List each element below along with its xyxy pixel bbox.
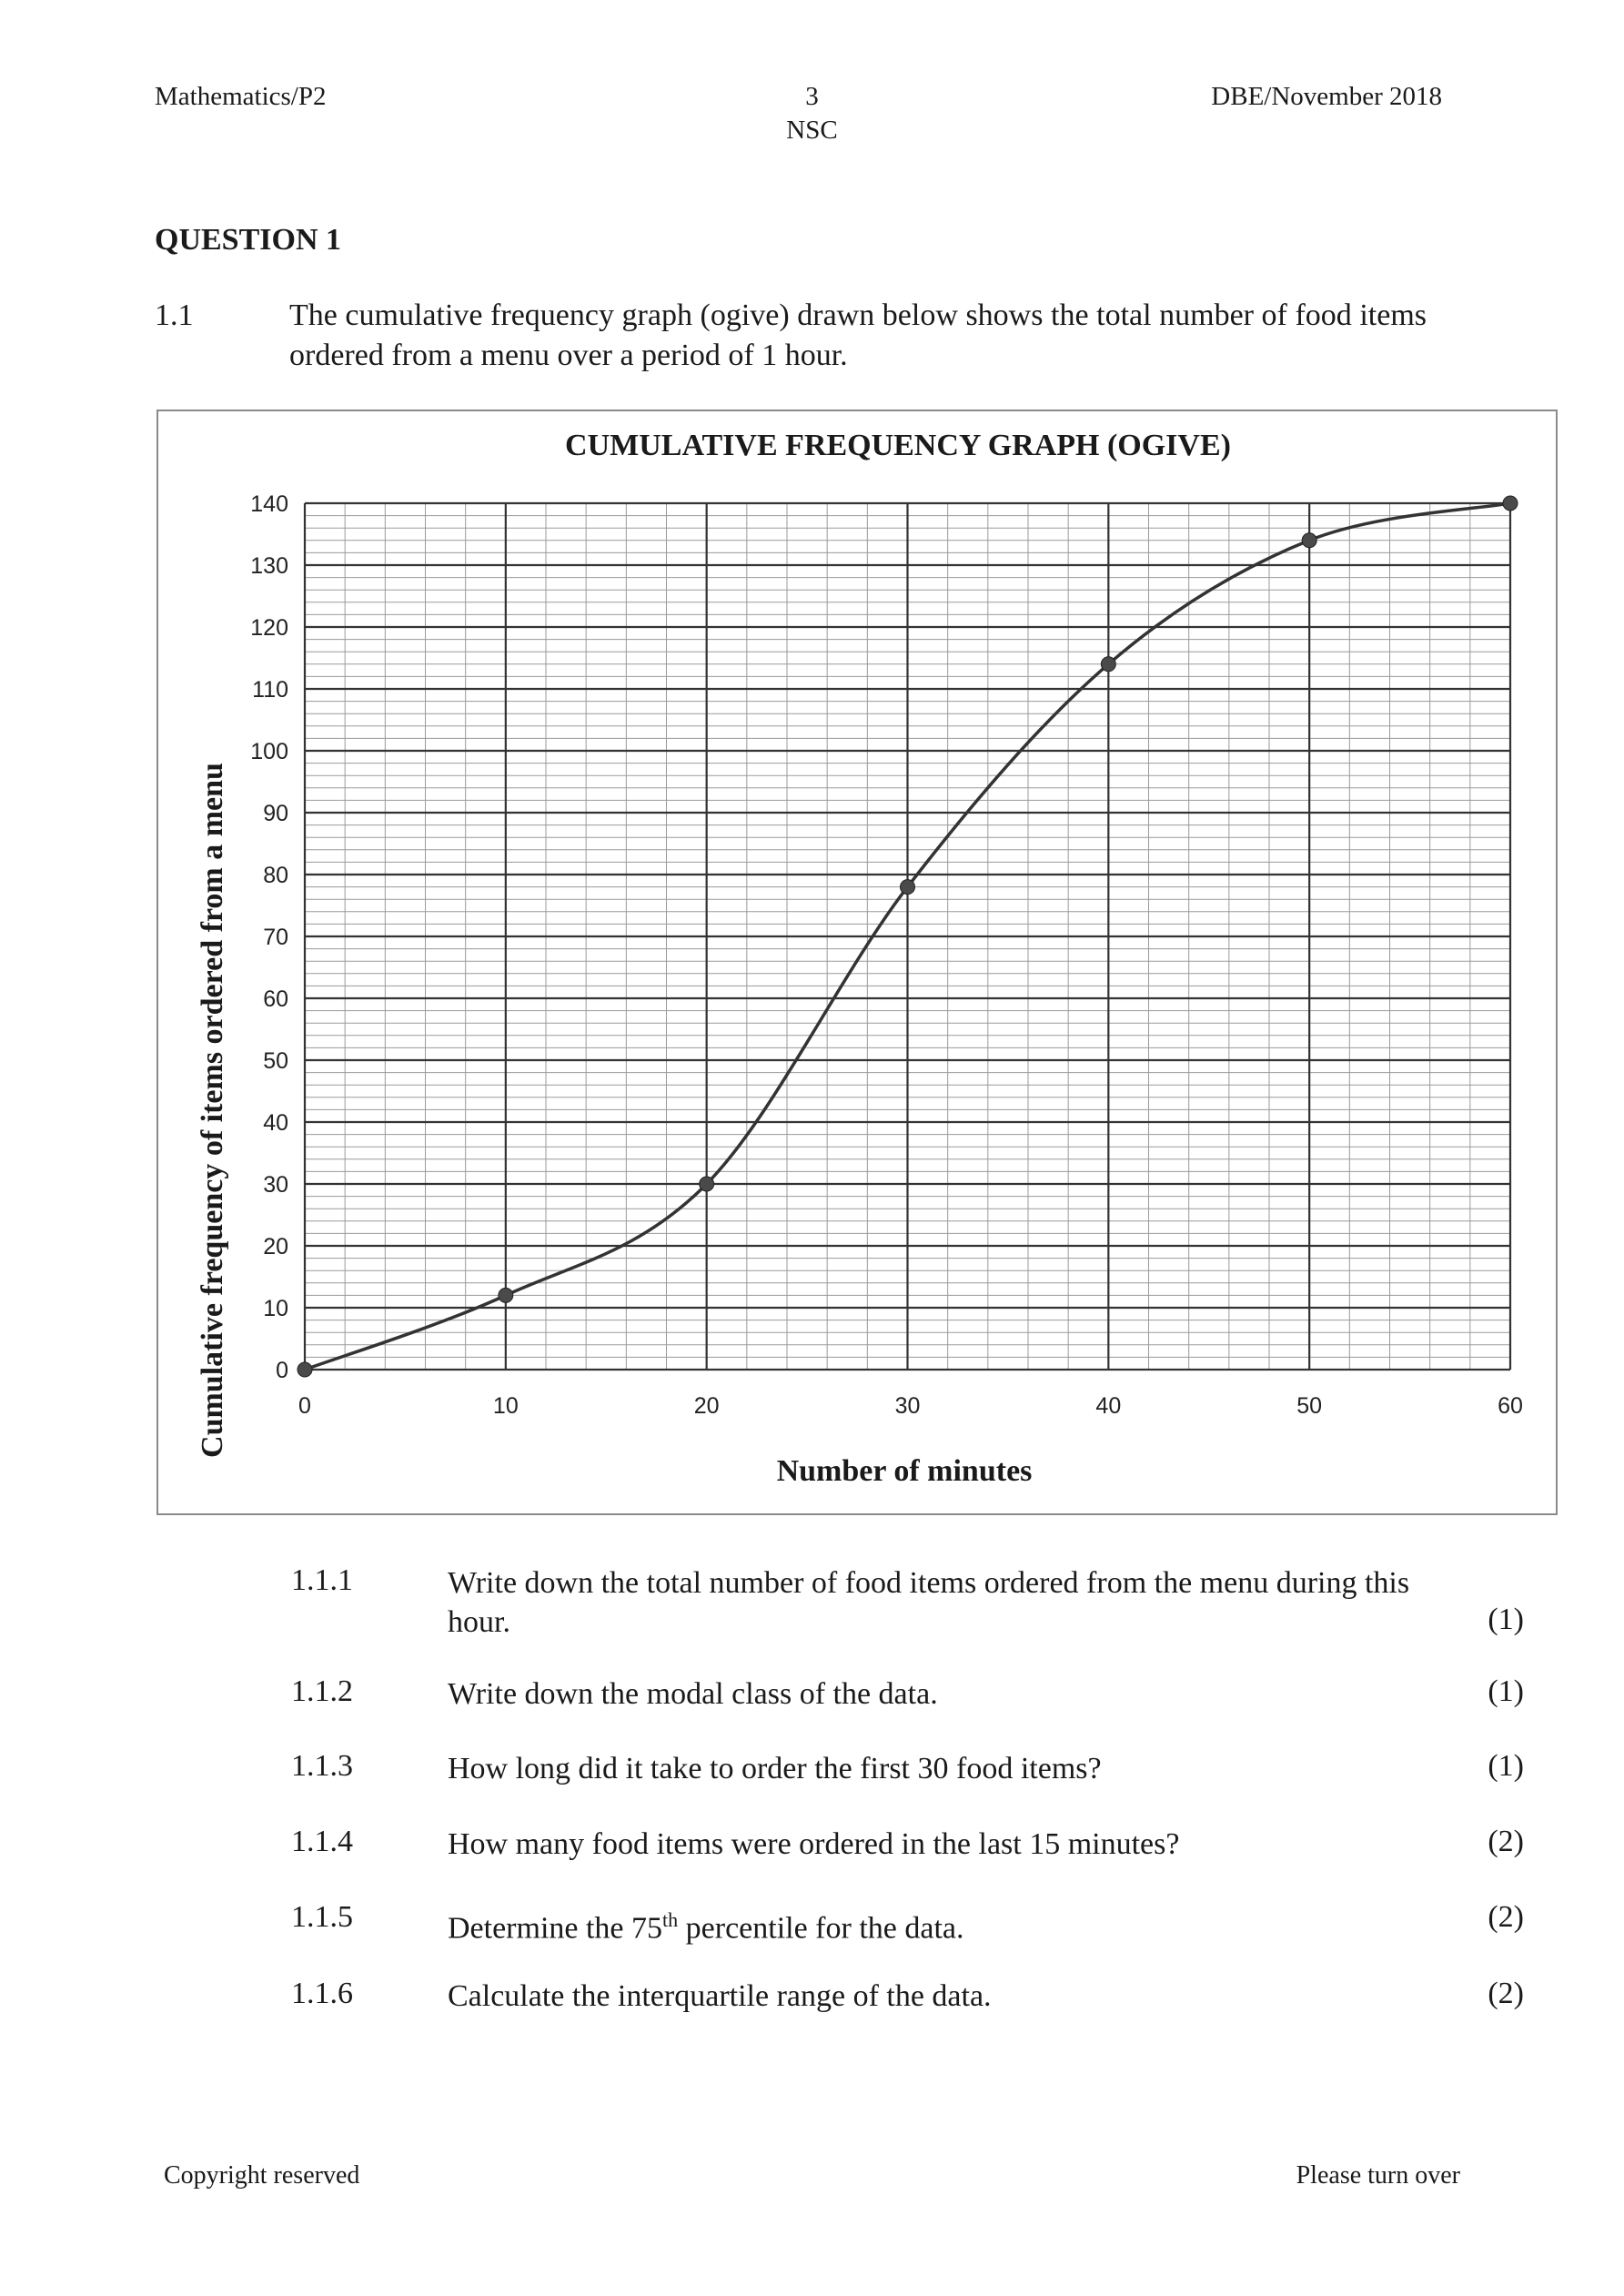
- x-tick-label: 50: [1296, 1393, 1322, 1419]
- y-tick-label: 60: [263, 986, 288, 1012]
- ogive-chart: 0 10 20 30 40 50 60 70 80 90 100 110 120 130 140 0 10 20…: [196, 429, 1523, 1488]
- footer-copyright: Copyright reserved: [164, 2161, 360, 2190]
- y-tick-label: 140: [250, 491, 288, 517]
- subquestion-text-part: percentile for the data.: [678, 1911, 964, 1946]
- data-point: [1502, 495, 1518, 511]
- y-tick-label: 130: [250, 553, 288, 579]
- subquestion-number: 1.1.4: [291, 1825, 353, 1858]
- subquestion-number: 1.1.5: [291, 1900, 353, 1934]
- subquestion-marks: (1): [1488, 1674, 1524, 1708]
- y-tick-label: 40: [263, 1110, 288, 1136]
- subquestion-text: Write down the total number of food item…: [448, 1566, 1410, 1639]
- subquestion-marks: (2): [1488, 1900, 1524, 1934]
- subquestion-6: 1.1.6 Calculate the interquartile range o…: [0, 1977, 1624, 2022]
- subquestion-number: 1.1.6: [291, 1977, 353, 2010]
- subquestion-marks: (1): [1488, 1749, 1524, 1783]
- question-number: 1.1: [155, 298, 194, 332]
- subquestion-text: Calculate the interquartile range of the…: [448, 1979, 992, 2013]
- data-point: [297, 1361, 313, 1378]
- y-tick-label: 20: [263, 1234, 288, 1259]
- subquestion-marks: (2): [1488, 1825, 1524, 1858]
- subquestion-5: 1.1.5 Determine the 75th percentile for t…: [0, 1900, 1624, 1946]
- subquestion-4: 1.1.4 How many food items were ordered in…: [0, 1825, 1624, 1870]
- data-point: [498, 1287, 514, 1303]
- subquestion-number: 1.1.2: [291, 1674, 353, 1708]
- subquestion-text: Determine the 75th percentile for the da…: [448, 1900, 1430, 1947]
- y-tick-label: 120: [250, 615, 288, 641]
- y-tick-label: 110: [252, 677, 288, 703]
- question-title: QUESTION 1: [155, 223, 341, 257]
- y-tick-label: 70: [263, 925, 288, 950]
- y-tick-label: 30: [263, 1172, 288, 1198]
- subquestion-marks: (1): [1488, 1603, 1524, 1636]
- subquestion-text: Write down the modal class of the data.: [448, 1677, 938, 1711]
- subquestion-2: 1.1.2 Write down the modal class of the d…: [0, 1674, 1624, 1720]
- data-point: [699, 1176, 715, 1192]
- header-exam: DBE/November 2018: [1211, 82, 1442, 111]
- chart-frame: [156, 410, 1558, 1515]
- y-axis-label: Cumulative frequency of items ordered fr…: [196, 763, 229, 1458]
- y-tick-label: 80: [263, 863, 288, 888]
- y-tick-label: 10: [263, 1296, 288, 1321]
- subquestion-text: How many food items were ordered in the …: [448, 1827, 1180, 1861]
- footer-turn-over: Please turn over: [1296, 2161, 1460, 2190]
- data-point: [1301, 532, 1317, 549]
- y-tick-label: 90: [263, 801, 288, 826]
- header-page-number: 3: [805, 82, 819, 111]
- question-text: The cumulative frequency graph (ogive) d…: [289, 298, 1427, 372]
- subquestion-1: 1.1.1 Write down the total number of food…: [0, 1563, 1624, 1639]
- chart-title: CUMULATIVE FREQUENCY GRAPH (OGIVE): [565, 429, 1231, 462]
- y-tick-label: 50: [263, 1048, 288, 1074]
- superscript: th: [662, 1908, 679, 1931]
- x-axis-label: Number of minutes: [777, 1454, 1033, 1488]
- header-subject: Mathematics/P2: [155, 82, 327, 111]
- subquestion-3: 1.1.3 How long did it take to order the f…: [0, 1749, 1624, 1795]
- y-tick-label: 0: [276, 1358, 288, 1383]
- subquestion-number: 1.1.3: [291, 1749, 353, 1783]
- x-tick-label: 0: [298, 1393, 311, 1419]
- header-nsc: NSC: [786, 116, 838, 145]
- data-point: [1100, 656, 1116, 673]
- subquestion-text: How long did it take to order the first …: [448, 1752, 1102, 1785]
- x-tick-label: 10: [493, 1393, 519, 1419]
- x-tick-label: 60: [1498, 1393, 1523, 1419]
- subquestion-text-part: Determine the 75: [448, 1911, 663, 1946]
- subquestion-marks: (2): [1488, 1977, 1524, 2010]
- data-point: [900, 879, 915, 895]
- x-tick-label: 30: [895, 1393, 921, 1419]
- subquestion-number: 1.1.1: [291, 1563, 353, 1597]
- y-tick-label: 100: [250, 739, 288, 764]
- x-tick-label: 20: [694, 1393, 720, 1419]
- x-tick-label: 40: [1095, 1393, 1121, 1419]
